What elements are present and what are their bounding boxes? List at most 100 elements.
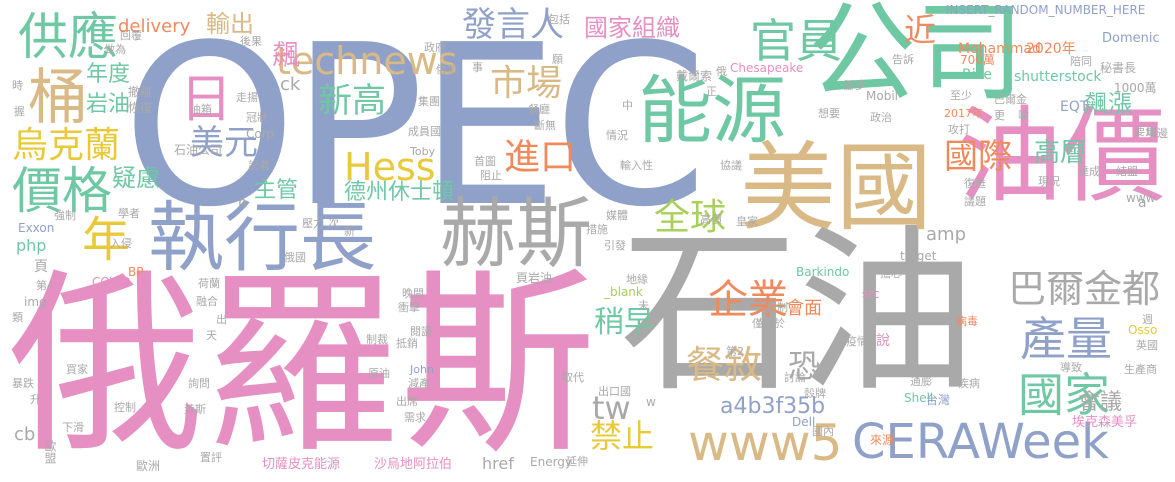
word-small: 入侵 [110, 237, 132, 250]
word-small: 天 [206, 329, 217, 342]
word-small: 次 [328, 217, 339, 230]
word-earlier: 稍早 [594, 305, 654, 340]
word-toby: Toby [410, 145, 436, 158]
word-barrel: 桶 [28, 63, 88, 133]
word-small: 英國 [1136, 339, 1158, 352]
word-amp: amp [926, 224, 966, 245]
word-year: 年 [82, 212, 131, 268]
word-small: 歐盟 [43, 440, 57, 464]
word-small: 抵銷 [396, 337, 418, 350]
word-small: 復甦 [964, 177, 986, 190]
word-small: 延伸 [566, 455, 588, 468]
word-w: w [646, 395, 656, 409]
word-osso: Osso [1128, 323, 1158, 337]
word-small: 斷無 [534, 119, 556, 132]
word-spokesperson: 發言人 [462, 5, 564, 45]
word-small: 首圖 [474, 155, 496, 168]
word-www5: www5 [688, 414, 843, 472]
word-php: php [16, 236, 47, 255]
word-small: 俄 [716, 65, 727, 78]
word-shutterstock: shutterstock [1014, 69, 1102, 85]
word-small: 政治 [870, 111, 892, 124]
word-small: 生產商 [1124, 363, 1157, 376]
word-small: 握 [14, 105, 25, 118]
word-small: 餐廳 [528, 103, 550, 116]
word-small: 措施 [586, 223, 608, 236]
word-small: 現況 [1038, 175, 1060, 188]
word-small: 告訴 [892, 53, 914, 66]
word-small: 討論 [784, 371, 806, 384]
word-img: img [24, 295, 47, 309]
word-small: 議題 [964, 195, 986, 208]
word-small: 僅次於 [752, 317, 785, 330]
word-small: 制裁 [366, 333, 388, 346]
word-small: 週 [1142, 313, 1153, 326]
word-fear: 恐 [788, 347, 821, 385]
word-enterprise: 企業 [708, 277, 788, 323]
word-small: 場邊 [1146, 127, 1168, 140]
word-john: John [410, 363, 434, 376]
word-new-high: 新高 [318, 81, 386, 121]
word-chesapeake: Chesapeake [730, 61, 804, 75]
word-soar: 飆漲 [1084, 90, 1132, 118]
word-ban: 禁止 [590, 417, 655, 455]
word-small: 疾病 [958, 377, 980, 390]
word-day: 日 [180, 70, 233, 130]
word-small: 恢復 [128, 101, 153, 115]
word-shale: 岩油 [86, 92, 131, 117]
word-small: 媒體 [606, 209, 628, 222]
word-small: 集團 [418, 95, 440, 108]
word-opec: OPEC [122, 0, 708, 256]
word-small: 疫情 [846, 335, 868, 348]
word-small: 阻止 [480, 169, 502, 182]
word-small: 政府 [424, 41, 446, 54]
word-meet: 會面 [786, 298, 822, 319]
word-corp: Corp [246, 127, 275, 141]
word-company: 公司 [808, 0, 1025, 116]
word-small: 撤離 [128, 85, 153, 99]
word-houston: 德州休士頓 [344, 180, 455, 205]
word-ceraweek: CERAWeek [852, 414, 1109, 470]
word-small: 國內 [812, 425, 834, 438]
word-small: 新 [344, 225, 355, 238]
word-small: 置評 [200, 451, 222, 464]
word-small: 俄氣 [436, 63, 458, 76]
word-small: 事 [472, 61, 483, 74]
word-small: 第2 [726, 345, 744, 358]
word-shale-oil: 頁岩油 [516, 271, 553, 285]
word-shell: Shell [904, 391, 934, 405]
word-small: 暴跌 [12, 377, 34, 390]
word-small: 擔心 [880, 267, 902, 280]
word-small: 導致 [1060, 361, 1082, 374]
word-src: src [862, 287, 880, 301]
word-small: 正 [706, 85, 717, 98]
word-1000m: 1000萬 [1114, 81, 1157, 95]
word-hess-zh: 赫斯 [440, 189, 592, 278]
word-mobil: Mobil [866, 89, 898, 103]
word-senior: 高層 [1034, 138, 1087, 168]
word-secretary-general: 秘書長 [1100, 61, 1137, 75]
word-small: 學者 [118, 207, 140, 220]
word-small: 閱讀 [410, 325, 432, 338]
word-mohammad: Mohammad [958, 41, 1041, 57]
word-small: 喻 [1018, 109, 1029, 122]
word-dinner: 餐敘 [686, 343, 763, 387]
word-hash: a4b3f35b [720, 394, 826, 419]
word-oil: 石油 [620, 209, 976, 416]
word-small: 願 [552, 53, 563, 66]
word-small: 出口國 [598, 385, 631, 398]
word-small: 輸入性 [620, 159, 653, 172]
word-small: 需求 [404, 411, 426, 424]
word-small: 中 [622, 99, 633, 112]
word-small: 萊斯 [184, 403, 206, 416]
word-export: 輸出 [206, 10, 254, 38]
word-small: 下滑 [62, 421, 84, 434]
word-saudi: 沙烏地阿拉伯 [374, 457, 453, 472]
word-dezor: 戴爾索 [676, 69, 713, 83]
word-small: 想要 [818, 107, 840, 120]
word-small: 融合 [196, 295, 218, 308]
word-hess: Hess [344, 145, 436, 189]
word-ceo: 執行長 [148, 193, 376, 282]
word-manager: 主管 [254, 178, 299, 203]
